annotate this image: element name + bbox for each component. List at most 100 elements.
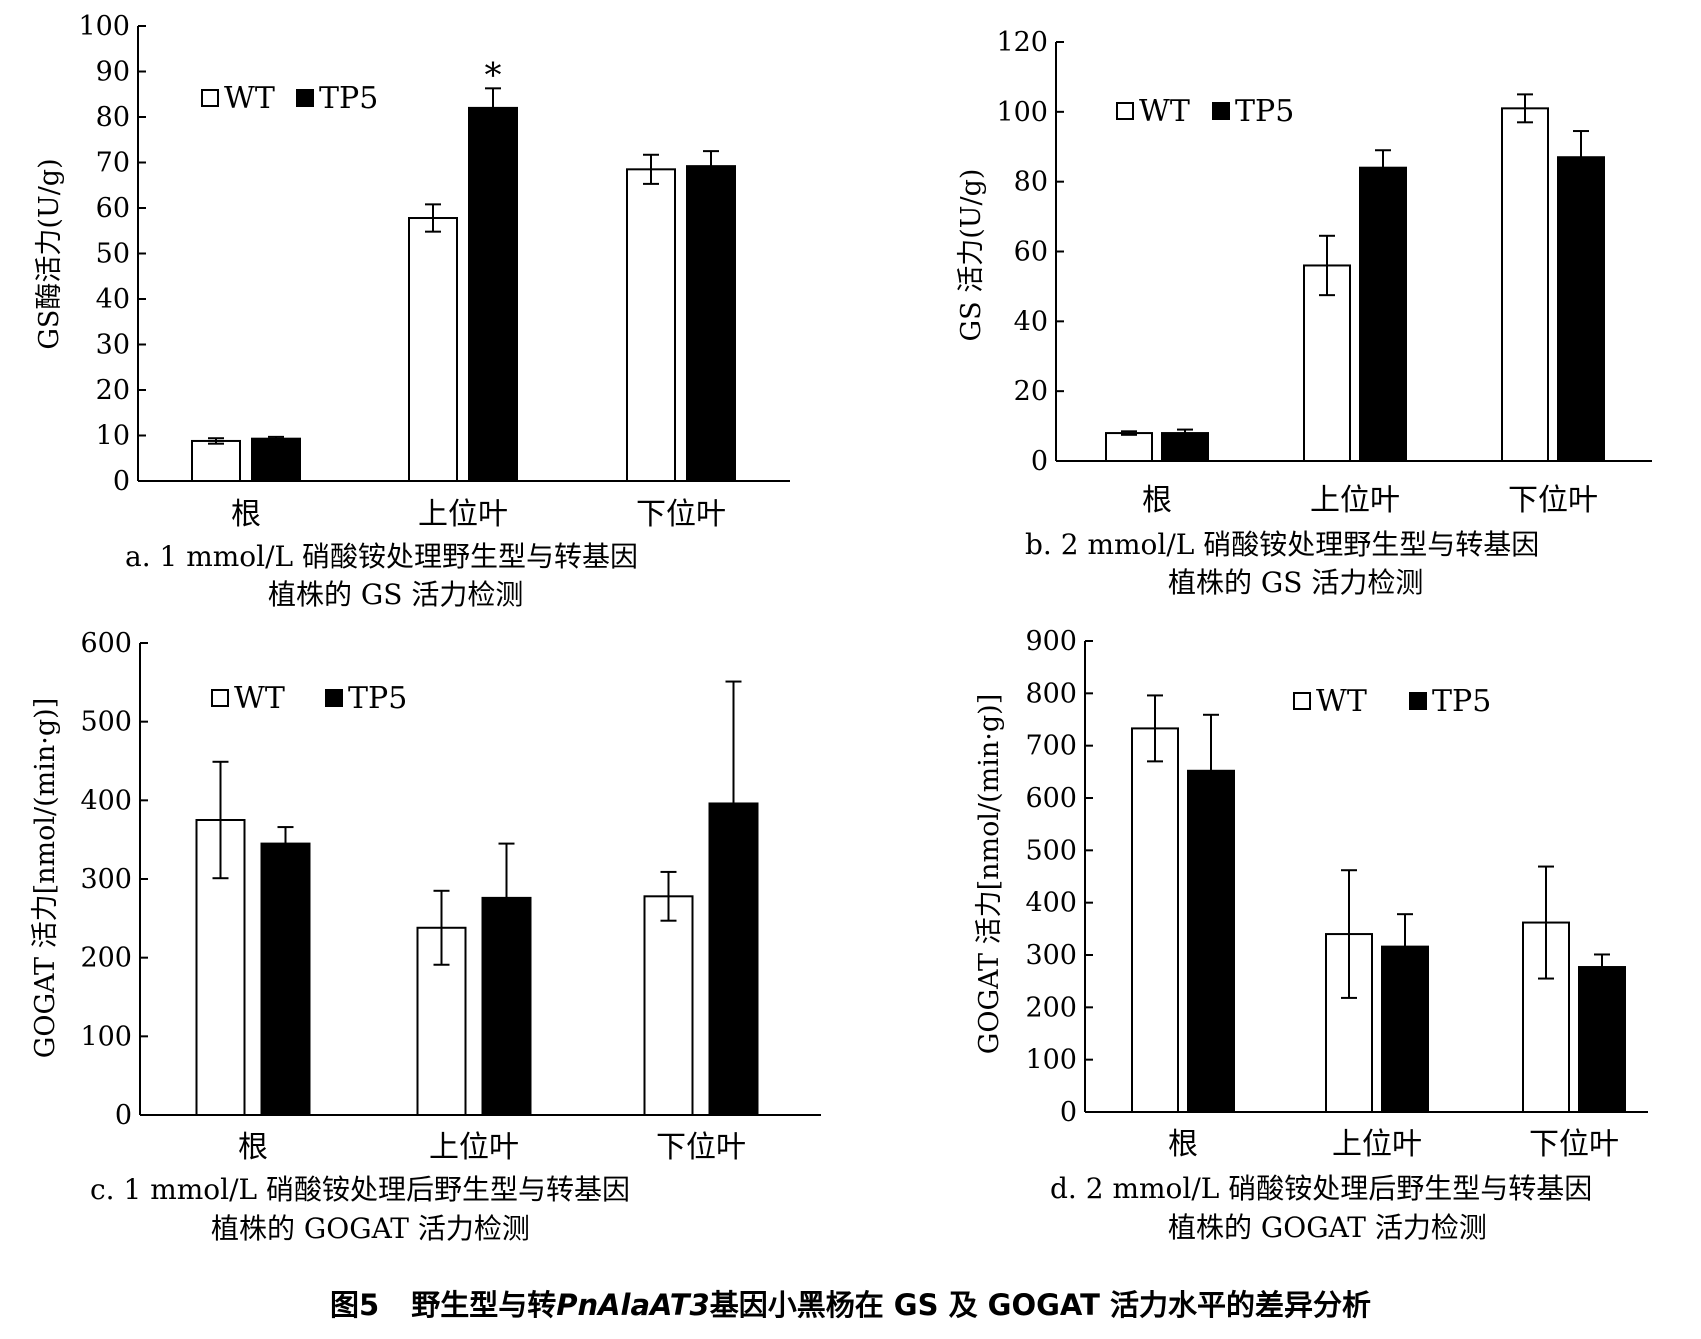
error-bar-wt-2 (660, 870, 677, 922)
panel-caption-line: a. 1 mmol/L 硝酸铵处理野生型与转基因 (125, 540, 638, 573)
error-bar-tp5-2 (1573, 130, 1589, 185)
error-bar-tp5-0 (268, 435, 284, 442)
y-tick-label: 0 (115, 1100, 132, 1131)
error-bar-tp5-1 (498, 842, 515, 954)
legend: WT TP5 (1293, 684, 1491, 719)
error-bar-wt-0 (1147, 694, 1163, 763)
bar-tp5-1 (468, 106, 518, 483)
error-bar-wt-2 (1538, 865, 1554, 980)
bar-tp5-2 (1578, 966, 1626, 1114)
y-tick-label: 30 (96, 330, 130, 361)
x-category-label: 下位叶 (636, 497, 726, 532)
bar-tp5-0 (260, 842, 311, 1116)
panel-caption-line: 植株的 GOGAT 活力检测 (211, 1212, 530, 1245)
error-bar-wt-2 (1517, 93, 1533, 124)
error-bar-tp5-2 (703, 150, 719, 183)
y-tick-label: 700 (1025, 731, 1077, 762)
x-category-label: 根 (231, 497, 261, 532)
y-tick-label: 600 (80, 628, 132, 659)
legend-swatch-wt (211, 689, 229, 707)
x-category-label: 根 (1142, 483, 1172, 518)
bar-wt-0 (1105, 432, 1153, 463)
figure-caption-gene: PnAlaAT3 (556, 1288, 710, 1322)
y-tick-label: 0 (1060, 1097, 1077, 1128)
y-tick-label: 0 (1031, 446, 1048, 477)
y-tick-label: 60 (1014, 237, 1048, 268)
y-tick-label: 600 (1025, 783, 1077, 814)
error-bar-wt-1 (433, 889, 450, 966)
legend-swatch-tp5 (1409, 692, 1427, 710)
y-tick-label: 100 (996, 97, 1048, 128)
y-axis-label: GOGAT 活力[nmol/(min·g)] (30, 698, 61, 1059)
y-tick-label: 400 (80, 785, 132, 816)
legend-swatch-wt (1293, 692, 1311, 710)
error-bar-wt-1 (1341, 869, 1357, 999)
bar-wt-2 (626, 168, 676, 482)
bar-wt-2 (1501, 107, 1549, 462)
y-tick-label: 100 (80, 1021, 132, 1052)
y-tick-label: 20 (96, 375, 130, 406)
y-tick-label: 40 (96, 284, 130, 315)
error-bar-tp5-2 (725, 680, 742, 927)
bar-wt-0 (191, 439, 241, 482)
error-bar-tp5-1 (485, 87, 501, 129)
error-bar-wt-1 (425, 203, 441, 233)
bar-tp5-0 (1161, 432, 1209, 463)
panel-caption-line: 植株的 GS 活力检测 (1168, 566, 1423, 599)
y-tick-label: 0 (113, 466, 130, 497)
panel-caption-line: 植株的 GOGAT 活力检测 (1168, 1211, 1487, 1244)
bar-tp5-2 (686, 165, 736, 482)
y-tick-label: 120 (996, 27, 1048, 58)
bar-tp5-2 (1557, 156, 1605, 462)
y-tick-label: 200 (80, 943, 132, 974)
bar-wt-1 (408, 217, 458, 482)
error-bar-wt-0 (1121, 430, 1137, 436)
legend-label-wt: WT (1139, 94, 1190, 129)
y-tick-label: 200 (1025, 992, 1077, 1023)
legend-label-wt: WT (1316, 684, 1367, 719)
y-tick-label: 70 (96, 148, 130, 179)
error-bar-tp5-0 (1177, 428, 1193, 438)
x-category-label: 上位叶 (429, 1130, 519, 1165)
legend: WT TP5 (211, 681, 407, 716)
panel-caption-line: 植株的 GS 活力检测 (268, 578, 523, 611)
y-tick-label: 40 (1014, 306, 1048, 337)
y-axis-label: GS 活力(U/g) (956, 169, 987, 342)
y-axis-label: GOGAT 活力[nmol/(min·g)] (974, 694, 1005, 1055)
error-bar-tp5-1 (1375, 149, 1391, 187)
legend-label-wt: WT (234, 681, 285, 716)
panel-caption-line: c. 1 mmol/L 硝酸铵处理后野生型与转基因 (90, 1173, 630, 1206)
y-tick-label: 500 (1025, 835, 1077, 866)
chart-panel-b: 0 20 40 60 80 100 120 GS 活力(U/g) 根 上位叶 下位叶 WT TP5 b. … (956, 27, 1652, 599)
x-category-label: 上位叶 (1332, 1127, 1422, 1162)
bar-wt-0 (1131, 727, 1179, 1113)
legend-swatch-wt (1116, 102, 1134, 120)
error-bar-wt-1 (1319, 234, 1335, 297)
y-tick-label: 60 (96, 193, 130, 224)
y-tick-label: 300 (1025, 940, 1077, 971)
significance-marker: * (485, 55, 502, 95)
x-category-label: 上位叶 (418, 497, 508, 532)
legend-label-tp5: TP5 (348, 681, 407, 716)
x-category-label: 下位叶 (1529, 1127, 1619, 1162)
y-tick-label: 80 (96, 102, 130, 133)
y-tick-label: 20 (1014, 376, 1048, 407)
legend-label-tp5: TP5 (1432, 684, 1491, 719)
figure-caption-suffix: 基因小黑杨在 GS 及 GOGAT 活力水平的差异分析 (709, 1288, 1371, 1322)
y-tick-label: 400 (1025, 888, 1077, 919)
chart-panel-a: 0 10 20 30 40 50 60 70 80 90 100 GS酶活力(U/g) * 根 上位叶 下位叶… (34, 11, 790, 611)
legend-label-tp5: TP5 (319, 81, 378, 116)
figure-caption-prefix: 野生型与转 (411, 1288, 557, 1322)
y-tick-label: 800 (1025, 678, 1077, 709)
chart-panel-c: 0 100 200 300 400 500 600 GOGAT 活力[nmol/(min·g)… (30, 628, 821, 1245)
chart-panel-d: 0 100 200 300 400 500 600 700 800 900 GOGAT 活力[nmo… (974, 626, 1648, 1244)
error-bar-tp5-0 (1203, 713, 1219, 828)
y-tick-label: 100 (78, 11, 130, 42)
error-bar-wt-0 (212, 760, 229, 880)
y-tick-label: 90 (96, 57, 130, 88)
x-category-label: 下位叶 (1508, 483, 1598, 518)
error-bar-wt-2 (643, 153, 659, 185)
legend-swatch-wt (201, 89, 219, 107)
y-tick-label: 300 (80, 864, 132, 895)
